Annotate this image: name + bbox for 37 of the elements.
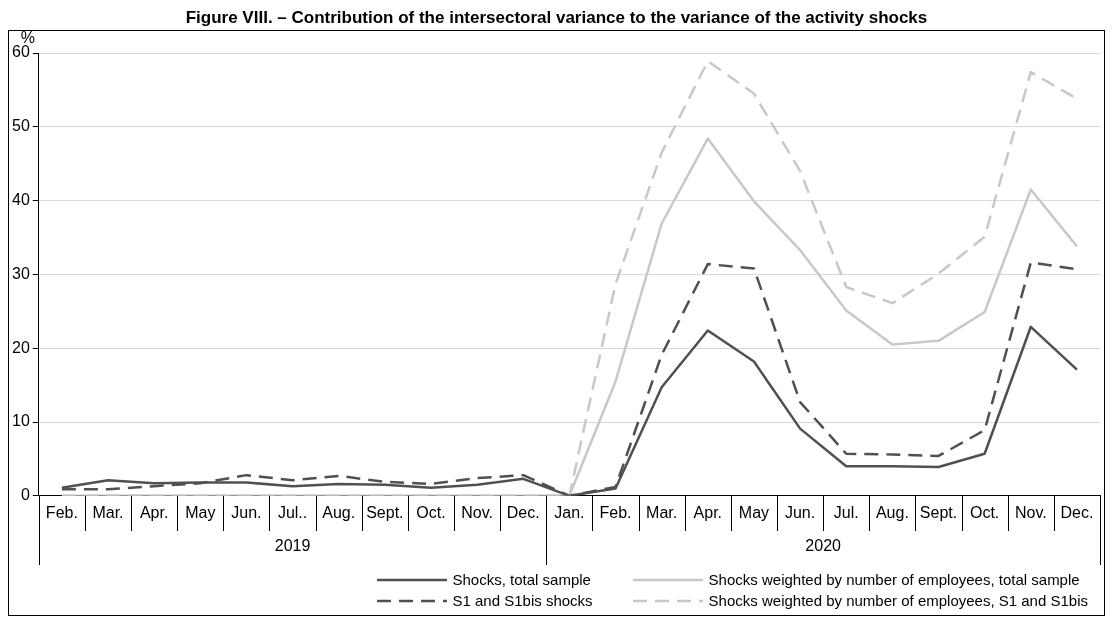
x-tick-label: Nov. [1014,503,1047,521]
x-tick-label: Jan. [554,503,585,521]
y-tick-label: 50 [12,117,30,135]
legend-label: Shocks weighted by number of employees, total sample [708,571,1080,588]
legend-label: S1 and S1bis shocks [452,592,593,609]
chart-title: Figure VIII. – Contribution of the intersectoral variance to the variance of the activity shocks [184,8,929,29]
x-tick-label: Nov. [461,503,493,521]
y-tick-label: 40 [12,191,30,209]
x-tick-label: Oct. [969,503,1000,521]
x-tick-label: Dec. [506,503,540,521]
x-tick-label: Mar. [92,503,124,521]
text: 2020 [805,537,842,555]
y-tick-label: 30 [12,264,30,282]
x-tick-label: May [185,503,216,521]
x-tick-label: Sept. [366,503,404,521]
x-tick-label: Apr. [139,503,169,521]
legend-label: Shocks weighted by number of employees, S1 and S1bis [708,592,1088,609]
x-tick-label: Jul.. [277,503,308,521]
x-tick-label: Mar. [646,503,678,521]
x-tick-label: Feb. [599,503,632,521]
x-tick-label: Dec. [1060,503,1094,521]
x-tick-label: Jul. [833,503,859,521]
y-tick-label: 0 [20,486,30,504]
x-tick-label: Jun. [231,503,262,521]
y-tick-label: 60 [12,43,30,61]
x-tick-label: Sept. [919,503,958,521]
x-tick-label: May [738,503,770,521]
legend-label: Shocks, total sample [452,571,591,588]
x-tick-label: Aug. [875,503,909,521]
text: 2019 [274,537,311,555]
x-tick-label: Oct. [416,503,446,521]
x-tick-label: Apr. [693,503,723,521]
y-tick-label: 10 [12,412,30,430]
x-tick-label: Feb. [45,503,78,521]
x-tick-label: Jun. [784,503,816,521]
y-tick-label: 20 [12,338,30,356]
x-tick-label: Aug. [322,503,356,521]
